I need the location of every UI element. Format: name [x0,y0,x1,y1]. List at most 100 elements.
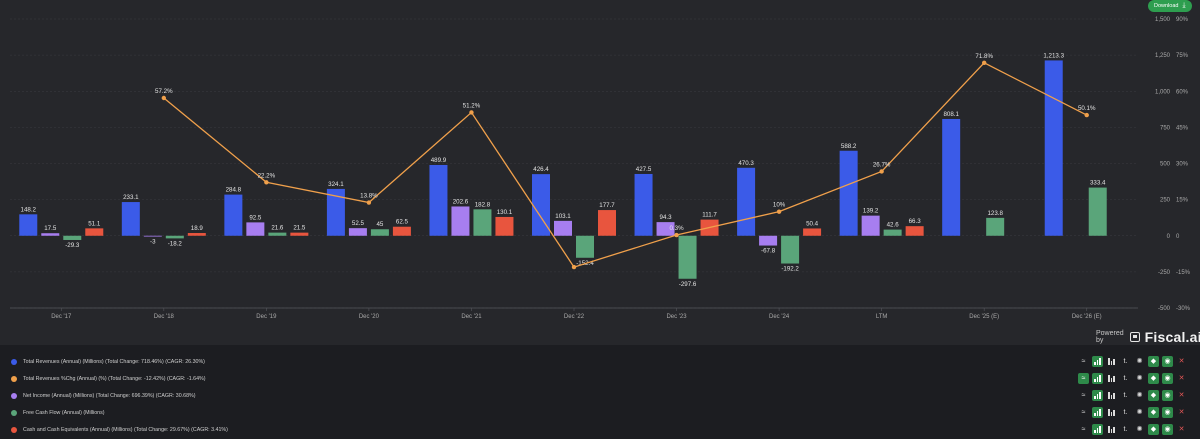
bar-net-income [861,215,880,236]
bar-cash [905,226,924,236]
data-label-free-cash-flow: -29.3 [65,242,80,249]
x-tick-label: Dec '24 [769,314,790,320]
data-label-net-income: 202.6 [453,198,469,205]
line-revenue-growth [163,62,1088,268]
data-label-cash: 130.1 [497,209,513,216]
columns-icon[interactable] [1106,356,1117,367]
bar-cash [187,233,206,236]
bar-cash [598,210,616,236]
settings-icon[interactable]: ✺ [1136,375,1143,382]
bar-chart-icon[interactable] [1092,356,1103,367]
bar-net-income [41,233,60,236]
download-button[interactable]: Download ⤓ [1148,0,1192,12]
legend-swatch [11,426,17,433]
bar-net-income [143,235,162,237]
eye-icon[interactable]: ◉ [1162,424,1173,435]
eye-icon[interactable]: ◉ [1162,407,1173,418]
tag-icon[interactable]: ◆ [1148,407,1159,418]
series-toolbar: ≈ t. ✺ ◆ ◉ ✕ [1078,407,1187,418]
legend-swatch [11,392,17,399]
line-point-revenue-growth [1084,112,1089,118]
y-tick-right: 45% [1176,125,1189,131]
data-label-cash: 51.1 [88,220,101,227]
type-icon[interactable]: t. [1123,375,1128,382]
line-point-revenue-growth [161,95,167,101]
data-label-cash: 177.7 [599,202,615,209]
eye-icon[interactable]: ◉ [1162,356,1173,367]
eye-icon[interactable]: ◉ [1162,390,1173,401]
line-label-revenue-growth: 10% [773,202,786,209]
legend-row: Cash and Cash Equivalents (Annual) (Mill… [0,421,1200,438]
bar-chart-icon[interactable] [1092,390,1103,401]
y-tick-left: -250 [1158,270,1171,276]
line-point-revenue-growth [469,110,474,115]
settings-icon[interactable]: ✺ [1136,358,1143,365]
powered-by[interactable]: Powered by Fiscal.ai [1096,329,1200,345]
tag-icon[interactable]: ◆ [1148,390,1159,401]
bar-net-income [348,228,367,236]
data-label-free-cash-flow: -18.2 [168,240,183,247]
settings-icon[interactable]: ✺ [1136,409,1143,416]
data-label-net-income: -3 [150,239,156,246]
close-icon[interactable]: ✕ [1178,426,1185,433]
line-label-revenue-growth: 0.3% [669,225,684,232]
settings-icon[interactable]: ✺ [1136,392,1143,399]
trend-icon[interactable]: ≈ [1081,392,1086,399]
bar-cash [495,216,514,236]
y-tick-left: -500 [1158,306,1171,312]
legend-row: Total Revenues (Annual) (Millions) (Tota… [0,353,1200,370]
bar-free-cash-flow [781,235,800,264]
trend-icon[interactable]: ≈ [1078,373,1089,384]
eye-icon[interactable]: ◉ [1162,373,1173,384]
type-icon[interactable]: t. [1123,426,1128,433]
close-icon[interactable]: ✕ [1178,392,1185,399]
bar-total-revenues [224,194,243,236]
line-label-revenue-growth: 50.1% [1078,105,1096,112]
legend-label: Net Income (Annual) (Millions) (Total Ch… [23,392,196,399]
tag-icon[interactable]: ◆ [1148,356,1159,367]
columns-icon[interactable] [1106,390,1117,401]
legend-swatch [11,375,17,382]
data-label-cash: 21.5 [293,225,306,232]
legend-label: Free Cash Flow (Annual) (Millions) [23,409,105,416]
trend-icon[interactable]: ≈ [1081,409,1086,416]
y-tick-right: 90% [1176,17,1189,23]
columns-icon[interactable] [1106,424,1117,435]
bar-free-cash-flow [986,217,1005,236]
line-point-revenue-growth [981,60,987,66]
bar-chart-icon[interactable] [1092,407,1103,418]
x-tick-label: Dec '26 (E) [1072,314,1102,320]
line-label-revenue-growth: 26.7% [873,161,891,168]
line-point-revenue-growth [264,180,269,185]
download-icon: ⤓ [1182,2,1186,9]
y-tick-right: -30% [1176,306,1191,312]
settings-icon[interactable]: ✺ [1136,426,1143,433]
data-label-total-revenues: 426.4 [533,166,549,173]
legend-row: Total Revenues %Chg (Annual) (%) (Total … [0,370,1200,387]
columns-icon[interactable] [1106,407,1117,418]
bar-chart-icon[interactable] [1092,424,1103,435]
trend-icon[interactable]: ≈ [1081,358,1086,365]
data-label-total-revenues: 588.2 [841,143,857,150]
type-icon[interactable]: t. [1123,392,1128,399]
tag-icon[interactable]: ◆ [1148,373,1159,384]
y-tick-left: 0 [1167,234,1171,240]
legend-row: Net Income (Annual) (Millions) (Total Ch… [0,387,1200,404]
trend-icon[interactable]: ≈ [1081,426,1086,433]
line-point-revenue-growth [571,264,577,270]
close-icon[interactable]: ✕ [1178,375,1185,382]
type-icon[interactable]: t. [1123,409,1128,416]
y-tick-right: 0 [1176,234,1180,240]
close-icon[interactable]: ✕ [1178,409,1185,416]
data-label-net-income: 52.5 [352,220,365,227]
data-label-free-cash-flow: -297.6 [679,281,697,288]
bar-chart-icon[interactable] [1092,373,1103,384]
type-icon[interactable]: t. [1123,358,1128,365]
data-label-total-revenues: 489.9 [431,157,447,164]
tag-icon[interactable]: ◆ [1148,424,1159,435]
line-point-revenue-growth [366,200,372,205]
columns-icon[interactable] [1106,373,1117,384]
bar-free-cash-flow [370,229,389,236]
bar-free-cash-flow [268,232,287,236]
close-icon[interactable]: ✕ [1178,358,1185,365]
